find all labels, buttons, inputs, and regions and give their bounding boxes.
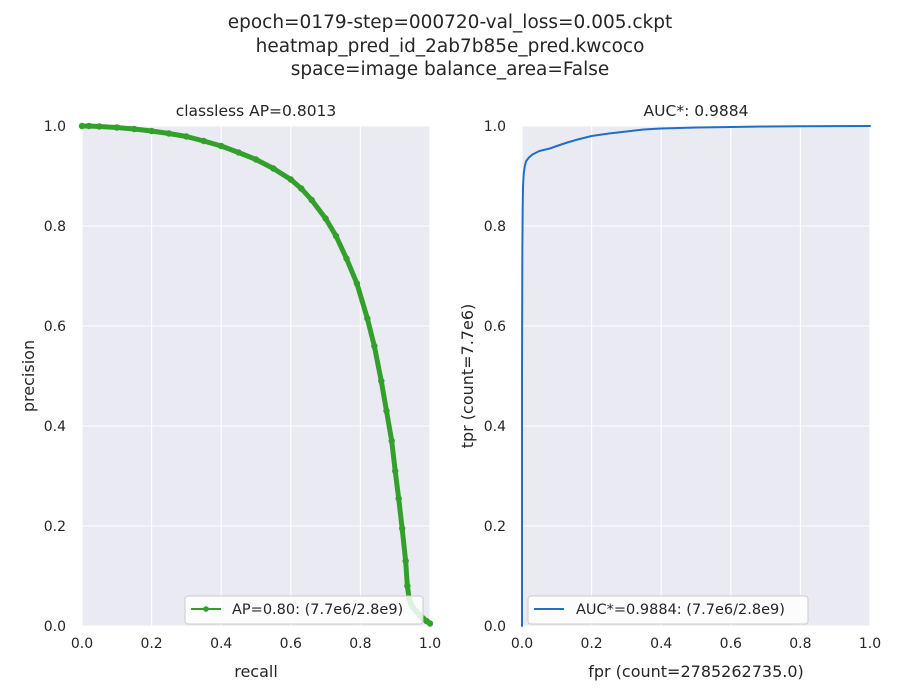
roc-y-tick-label: 0.6 bbox=[484, 319, 506, 335]
pr-data-point bbox=[131, 125, 138, 133]
pr-data-point bbox=[426, 620, 434, 627]
pr-x-tick-label: 0.8 bbox=[349, 636, 371, 652]
pr-data-point bbox=[148, 127, 155, 135]
pr-legend: AP=0.80: (7.7e6/2.8e9) bbox=[184, 595, 424, 625]
pr-data-point bbox=[252, 156, 260, 163]
roc-x-tick-label: 0.2 bbox=[580, 636, 602, 652]
pr-data-point bbox=[183, 133, 190, 140]
pr-data-point bbox=[402, 557, 409, 565]
roc-y-tick-label: 0.2 bbox=[484, 519, 506, 535]
pr-data-point bbox=[218, 142, 225, 150]
pr-data-point bbox=[332, 232, 340, 240]
pr-grid bbox=[81, 125, 431, 627]
pr-data-point bbox=[287, 176, 294, 183]
pr-data-point bbox=[353, 280, 361, 287]
roc-chart-title: AUC*: 0.9884 bbox=[644, 102, 749, 120]
roc-y-tick-label: 0.8 bbox=[484, 219, 506, 235]
roc-x-tick-label: 1.0 bbox=[859, 636, 881, 652]
pr-data-point bbox=[371, 342, 378, 350]
pr-y-tick-label: 0.0 bbox=[44, 619, 66, 635]
pr-data-point bbox=[308, 196, 315, 204]
pr-data-point bbox=[404, 582, 411, 590]
pr-data-point bbox=[200, 137, 207, 145]
pr-data-point bbox=[235, 149, 242, 156]
pr-y-tick-label: 0.8 bbox=[44, 219, 66, 235]
roc-y-tick-label: 0.0 bbox=[484, 619, 506, 635]
pr-data-point bbox=[165, 130, 173, 137]
roc-x-tick-label: 0.0 bbox=[511, 636, 533, 652]
pr-data-point bbox=[343, 255, 350, 262]
suptitle-line-1: epoch=0179-step=000720-val_loss=0.005.ck… bbox=[228, 12, 673, 33]
pr-x-tick-label: 0.4 bbox=[210, 636, 232, 652]
pr-data-point bbox=[388, 437, 395, 445]
roc-legend-label: AUC*=0.9884: (7.7e6/2.8e9) bbox=[576, 602, 785, 618]
pr-chart: 0.0 0.2 0.4 0.6 0.8 1.0 0.0 0.2 0.4 0.6 0.8 1.0 cla… bbox=[19, 102, 441, 681]
pr-data-point bbox=[78, 122, 86, 130]
roc-y-axis-label: tpr (count=7.7e6) bbox=[458, 304, 477, 449]
pr-tick-labels: 0.0 0.2 0.4 0.6 0.8 1.0 0.0 0.2 0.4 0.6 0.8 1.0 bbox=[44, 119, 441, 652]
pr-y-tick-label: 0.6 bbox=[44, 319, 66, 335]
pr-data-point bbox=[398, 525, 406, 532]
pr-x-tick-label: 0.6 bbox=[280, 636, 302, 652]
roc-y-tick-label: 1.0 bbox=[484, 119, 506, 135]
roc-tick-labels: 0.0 0.2 0.4 0.6 0.8 1.0 0.0 0.2 0.4 0.6 0.8 1.0 bbox=[484, 119, 881, 652]
pr-data-point bbox=[378, 377, 385, 385]
pr-y-tick-label: 1.0 bbox=[44, 119, 66, 135]
pr-legend-marker-swatch bbox=[203, 606, 209, 612]
pr-data-point bbox=[392, 467, 399, 475]
pr-data-point bbox=[383, 407, 390, 415]
pr-y-axis-label: precision bbox=[19, 340, 38, 412]
pr-data-point bbox=[270, 165, 277, 172]
pr-data-point bbox=[298, 185, 305, 192]
suptitle-line-2: heatmap_pred_id_2ab7b85e_pred.kwcoco bbox=[256, 36, 645, 57]
roc-x-axis-label: fpr (count=2785262735.0) bbox=[588, 662, 804, 681]
suptitle-line-3: space=image balance_area=False bbox=[291, 59, 610, 80]
pr-x-tick-label: 1.0 bbox=[419, 636, 441, 652]
roc-x-tick-label: 0.8 bbox=[789, 636, 811, 652]
pr-chart-title: classless AP=0.8013 bbox=[176, 102, 337, 120]
pr-x-axis-label: recall bbox=[234, 662, 278, 681]
pr-y-tick-label: 0.4 bbox=[44, 419, 66, 435]
pr-legend-label: AP=0.80: (7.7e6/2.8e9) bbox=[232, 602, 403, 618]
pr-plot-area bbox=[82, 126, 430, 626]
pr-y-tick-label: 0.2 bbox=[44, 519, 66, 535]
pr-data-point bbox=[364, 315, 371, 322]
roc-x-tick-label: 0.4 bbox=[650, 636, 672, 652]
pr-data-point bbox=[395, 495, 402, 502]
pr-data-point bbox=[96, 123, 103, 130]
roc-series bbox=[521, 125, 871, 627]
roc-chart: 0.0 0.2 0.4 0.6 0.8 1.0 0.0 0.2 0.4 0.6 0.8 1.0 AUC… bbox=[458, 102, 881, 681]
pr-x-tick-label: 0.0 bbox=[71, 636, 93, 652]
pr-data-point bbox=[85, 122, 93, 130]
pr-legend-box bbox=[184, 595, 424, 625]
roc-plot-area bbox=[522, 126, 870, 626]
roc-y-tick-label: 0.4 bbox=[484, 419, 506, 435]
roc-x-tick-label: 0.6 bbox=[720, 636, 742, 652]
roc-series-line bbox=[521, 125, 871, 627]
pr-x-tick-label: 0.2 bbox=[140, 636, 162, 652]
roc-legend-box bbox=[527, 595, 809, 625]
roc-legend: AUC*=0.9884: (7.7e6/2.8e9) bbox=[527, 595, 809, 625]
pr-data-point bbox=[113, 124, 121, 131]
pr-data-point bbox=[322, 215, 329, 222]
